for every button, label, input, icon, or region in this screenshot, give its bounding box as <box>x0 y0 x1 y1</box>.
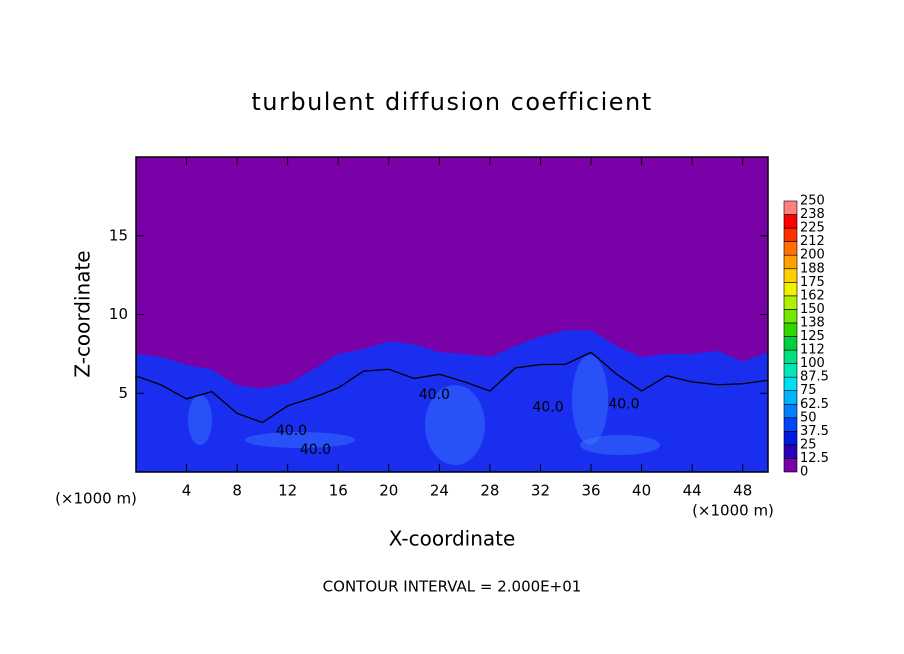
colorbar-bin <box>783 458 798 473</box>
colorbar-label: 225 <box>800 221 825 236</box>
colorbar-bin <box>783 281 798 297</box>
colorbar-label: 150 <box>800 302 825 317</box>
texture <box>425 385 485 465</box>
colorbar-label: 212 <box>800 234 825 249</box>
colorbar-bin <box>783 417 798 432</box>
colorbar-label: 138 <box>800 315 825 330</box>
x-unit: (×1000 m) <box>692 502 774 520</box>
x-tick-label: 8 <box>232 482 242 500</box>
colorbar-label: 238 <box>800 207 825 222</box>
colorbar-bin <box>783 322 798 337</box>
x-tick-label: 4 <box>182 482 192 500</box>
colorbar-label: 188 <box>800 261 825 276</box>
colorbar-bin <box>783 268 798 283</box>
y-tick-label: 5 <box>118 384 128 402</box>
colorbar-label: 75 <box>800 383 817 398</box>
contour-label: 40.0 <box>300 442 331 458</box>
contour-label: 40.0 <box>419 387 450 403</box>
colorbar-bin <box>783 295 798 310</box>
colorbar-label: 50 <box>800 410 817 425</box>
colorbar-bin <box>783 336 798 351</box>
x-tick-label: 28 <box>480 482 499 500</box>
colorbar-bin <box>783 349 798 364</box>
texture <box>188 395 212 445</box>
colorbar-bin <box>783 444 798 459</box>
colorbar-bin <box>783 431 798 446</box>
contour-label: 40.0 <box>276 423 307 439</box>
colorbar-bin <box>783 214 798 229</box>
colorbar-label: 175 <box>800 275 825 290</box>
colorbar-bin <box>783 363 798 378</box>
contour-note: CONTOUR INTERVAL = 2.000E+01 <box>323 578 582 596</box>
colorbar-label: 200 <box>800 248 825 263</box>
y-tick-label: 10 <box>109 305 128 323</box>
contour-line <box>135 351 769 424</box>
y-unit: (×1000 m) <box>55 490 137 508</box>
texture <box>245 432 355 448</box>
contour-label: 40.0 <box>532 399 563 415</box>
texture <box>580 435 660 455</box>
colorbar-label: 125 <box>800 329 825 344</box>
colorbar-label: 112 <box>800 343 825 358</box>
y-axis-label: Z-coordinate <box>71 250 95 377</box>
x-tick-label: 48 <box>733 482 752 500</box>
x-tick-label: 24 <box>430 482 449 500</box>
x-tick-label: 36 <box>581 482 600 500</box>
colorbar-bin <box>783 227 798 242</box>
colorbar-bin <box>783 376 798 391</box>
colorbar-label: 37.5 <box>800 424 829 439</box>
chart-title: turbulent diffusion coefficient <box>251 88 652 116</box>
texture <box>572 355 608 445</box>
colorbar-bin <box>783 309 798 324</box>
colorbar-bin <box>783 241 798 256</box>
contour-label: 40.0 <box>608 396 639 412</box>
colorbar-label: 162 <box>800 288 825 303</box>
x-tick-label: 40 <box>632 482 651 500</box>
turbulent-region <box>136 330 768 472</box>
colorbar-label: 100 <box>800 356 825 371</box>
colorbar-label: 0 <box>800 465 808 480</box>
x-axis-label: X-coordinate <box>389 527 516 551</box>
colorbar-label: 250 <box>800 194 825 209</box>
x-tick-label: 12 <box>278 482 297 500</box>
colorbar-bin <box>783 403 798 419</box>
x-tick-label: 16 <box>329 482 348 500</box>
colorbar-label: 25 <box>800 437 817 452</box>
x-tick-label: 44 <box>683 482 702 500</box>
colorbar-bin <box>783 200 798 215</box>
colorbar-label: 87.5 <box>800 370 829 385</box>
colorbar-label: 62.5 <box>800 397 829 412</box>
colorbar-bin <box>783 254 798 270</box>
colorbar-label: 12.5 <box>800 451 829 466</box>
x-tick-label: 20 <box>379 482 398 500</box>
x-tick-label: 32 <box>531 482 550 500</box>
y-tick-label: 15 <box>109 226 128 244</box>
colorbar-bin <box>783 390 798 405</box>
